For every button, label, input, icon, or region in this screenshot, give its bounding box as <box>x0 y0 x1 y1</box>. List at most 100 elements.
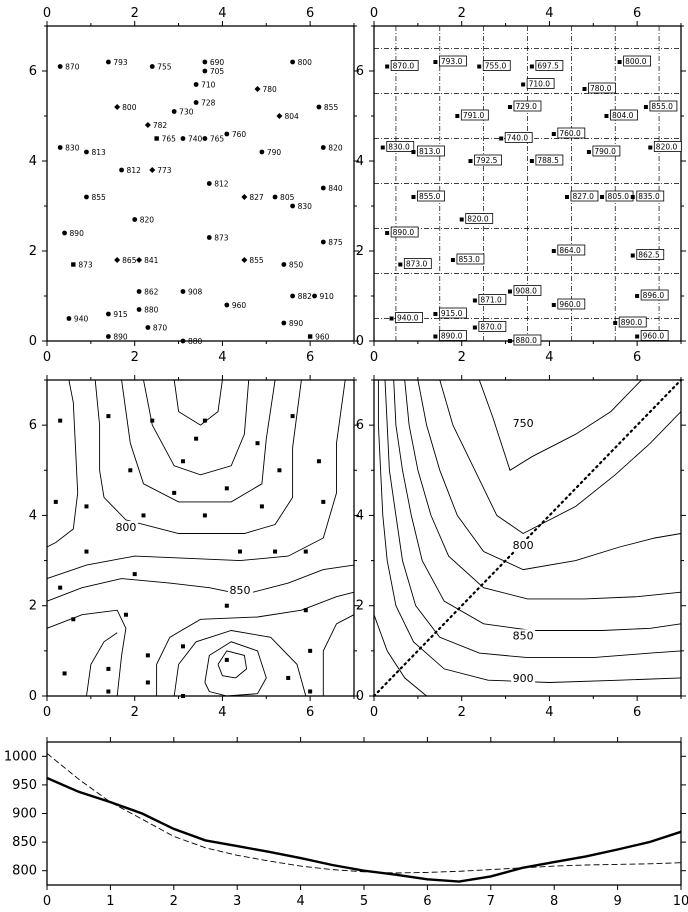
data-point <box>224 131 230 137</box>
data-point-label: 873 <box>214 234 229 243</box>
grid-value-label: 740.0 <box>507 134 529 143</box>
contour-line <box>377 380 682 683</box>
value-label-box <box>557 298 586 310</box>
value-label-box <box>640 289 669 301</box>
data-point-label: 780 <box>263 85 278 94</box>
data-point <box>149 64 155 69</box>
grid-value-label: 873.0 <box>406 260 428 269</box>
data-point <box>66 316 72 321</box>
series-line-dashed <box>46 753 682 874</box>
value-label-box <box>535 154 564 166</box>
grid-value-label: 880.0 <box>515 336 537 345</box>
value-label-box <box>417 190 445 202</box>
data-point-label: 840 <box>328 184 343 193</box>
y-tick-label: 0 <box>356 334 364 349</box>
sample-marker <box>180 459 185 464</box>
data-point-label: 890 <box>70 229 85 238</box>
contour-line <box>322 614 355 696</box>
value-label-box <box>478 294 507 305</box>
data-point-label: 793 <box>113 58 128 67</box>
data-point <box>272 194 278 200</box>
x-tick-label: 6 <box>423 894 431 909</box>
x-tick-label-top: 4 <box>545 6 553 21</box>
data-point-label: 705 <box>210 67 225 76</box>
data-point <box>320 239 326 245</box>
grid-value-marker <box>433 334 438 339</box>
x-tick-label: 3 <box>233 894 241 909</box>
sample-marker <box>194 436 199 441</box>
value-label-box <box>504 132 533 143</box>
contour-line <box>46 379 346 580</box>
data-point <box>316 104 322 110</box>
value-label-box <box>465 213 494 224</box>
grid-value-marker <box>385 64 390 69</box>
sample-marker <box>123 612 128 617</box>
grid-value-label: 835.0 <box>638 192 660 201</box>
data-point-label: 960 <box>315 333 330 342</box>
x-tick-label: 2 <box>170 894 178 909</box>
data-point-diamond <box>114 104 121 110</box>
grid-value-label: 755.0 <box>485 62 507 71</box>
y-tick-label: 4 <box>29 508 37 523</box>
data-point-label: 830 <box>65 144 80 153</box>
sample-marker <box>224 486 229 491</box>
data-point <box>106 311 111 317</box>
contour-line <box>404 379 682 600</box>
data-point-label: 830 <box>298 202 313 211</box>
grid-value-marker <box>551 303 556 307</box>
y-tick-label: 6 <box>356 418 364 433</box>
data-point-label: 765 <box>210 135 225 144</box>
sample-marker <box>106 689 111 694</box>
y-tick-label: 0 <box>29 689 37 704</box>
sample-marker <box>71 617 76 622</box>
data-point <box>202 59 208 65</box>
grid-value-marker <box>617 60 622 64</box>
grid-value-label: 915.0 <box>441 309 463 318</box>
x-tick-label-top: 2 <box>458 6 466 21</box>
grid-value-marker <box>643 105 648 109</box>
contour-line <box>156 591 355 696</box>
sample-marker <box>128 468 133 473</box>
data-point <box>180 136 186 141</box>
grid-value-marker <box>455 114 460 118</box>
data-point-label: 730 <box>179 108 194 117</box>
sample-marker <box>321 499 326 504</box>
value-label-box <box>390 60 419 71</box>
data-point-diamond <box>114 257 121 263</box>
data-point-label: 812 <box>127 166 142 175</box>
data-point-diamond <box>276 113 283 119</box>
x-tick-label: 4 <box>545 705 553 720</box>
data-point-label: 870 <box>65 63 80 72</box>
grid-value-label: 813.0 <box>419 147 441 156</box>
grid-value-marker <box>380 145 385 150</box>
grid-value-label: 792.5 <box>476 156 498 165</box>
grid-value-label: 890.0 <box>441 332 463 341</box>
value-label-box <box>456 253 485 265</box>
y-tick-label: 6 <box>29 64 37 79</box>
contour-label: 750 <box>513 417 534 430</box>
sample-marker <box>308 648 313 653</box>
data-point-label: 800 <box>122 103 137 112</box>
data-point <box>259 149 265 155</box>
y-tick-label: 4 <box>29 154 37 169</box>
grid-value-label: 870.0 <box>480 323 502 332</box>
grid-value-label: 855.0 <box>651 102 673 111</box>
value-label-box <box>649 100 678 112</box>
contour-label-bg <box>511 672 536 685</box>
grid-value-marker <box>551 132 556 136</box>
data-point-diamond <box>149 167 156 173</box>
data-point <box>193 82 199 87</box>
grid-value-marker <box>613 321 618 325</box>
plot-frame <box>373 379 682 697</box>
value-label-box <box>557 127 586 139</box>
contour-line <box>121 379 276 503</box>
x-tick-label-top: 4 <box>218 6 226 21</box>
grid-value-label: 697.5 <box>537 62 559 71</box>
data-point-label: 690 <box>210 58 225 67</box>
sample-marker <box>84 504 89 509</box>
data-point <box>171 109 177 114</box>
data-point-label: 827 <box>249 193 264 202</box>
sample-marker <box>303 608 308 613</box>
grid-value-marker <box>630 195 635 199</box>
